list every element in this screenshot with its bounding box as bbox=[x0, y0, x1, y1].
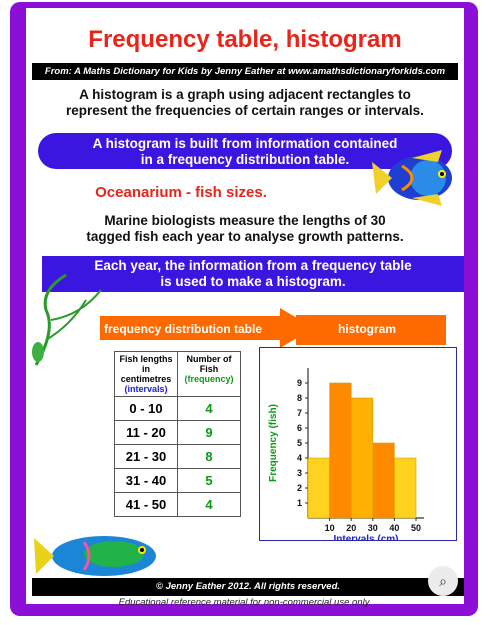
y-axis-label: Frequency (fish) bbox=[268, 404, 279, 482]
interval-cell: 41 - 50 bbox=[114, 492, 178, 517]
y-tick-label: 9 bbox=[297, 378, 302, 388]
angelfish-illustration bbox=[372, 150, 452, 206]
pill-line-2: in a frequency distribution table. bbox=[140, 152, 350, 167]
table-row: 31 - 40 5 bbox=[114, 468, 241, 493]
y-tick-label: 5 bbox=[297, 438, 302, 448]
frequency-cell: 9 bbox=[177, 420, 241, 445]
x-tick-label: 50 bbox=[411, 523, 421, 533]
intro-text: A histogram is a graph using adjacent re… bbox=[26, 87, 464, 119]
scenario-line-1: Marine biologists measure the lengths of… bbox=[104, 213, 386, 228]
arrow-table-label: frequency distribution table bbox=[104, 322, 263, 336]
parrotfish-illustration bbox=[34, 536, 156, 576]
arrow-histogram-label: histogram bbox=[338, 322, 397, 336]
frequency-cell: 8 bbox=[177, 444, 241, 469]
histogram-bar bbox=[329, 382, 352, 519]
histogram-arrow bbox=[296, 315, 446, 345]
info-band: Each year, the information from a freque… bbox=[42, 256, 464, 292]
footnote: Educational reference material for non-c… bbox=[118, 597, 372, 608]
header-frequency-line-3: (frequency) bbox=[184, 374, 234, 384]
histogram-bar bbox=[372, 442, 395, 519]
interval-cell: 21 - 30 bbox=[114, 444, 178, 469]
table-row: 0 - 10 4 bbox=[114, 396, 241, 421]
header-intervals-line-4: (intervals) bbox=[124, 384, 168, 394]
frequency-cell: 5 bbox=[177, 468, 241, 493]
y-tick-label: 1 bbox=[297, 498, 302, 508]
interval-cell: 0 - 10 bbox=[114, 396, 178, 421]
histogram-bar bbox=[307, 457, 330, 519]
frequency-cell: 4 bbox=[177, 396, 241, 421]
intro-line-1: A histogram is a graph using adjacent re… bbox=[79, 87, 411, 102]
page-title: Frequency table, histogram bbox=[88, 26, 402, 53]
band-line-1: Each year, the information from a freque… bbox=[94, 258, 412, 273]
header-frequency-line-1: Number of bbox=[186, 354, 232, 364]
y-tick-label: 8 bbox=[297, 393, 302, 403]
y-tick-label: 6 bbox=[297, 423, 302, 433]
x-tick-label: 20 bbox=[346, 523, 356, 533]
source-bar: From: A Maths Dictionary for Kids by Jen… bbox=[32, 63, 458, 80]
lens-search-icon[interactable]: ⌕ bbox=[428, 566, 458, 596]
intro-line-2: represent the frequencies of certain ran… bbox=[66, 103, 424, 118]
section-subtitle: Oceanarium - fish sizes. bbox=[95, 184, 267, 201]
header-intervals-line-3: centimetres bbox=[120, 374, 172, 384]
header-intervals: Fish lengths in centimetres (intervals) bbox=[114, 351, 178, 397]
frequency-table: Fish lengths in centimetres (intervals) … bbox=[114, 351, 241, 517]
x-tick-label: 30 bbox=[368, 523, 378, 533]
pill-line-1: A histogram is built from information co… bbox=[92, 136, 398, 151]
y-tick-label: 3 bbox=[297, 468, 302, 478]
interval-cell: 11 - 20 bbox=[114, 420, 178, 445]
frequency-cell: 4 bbox=[177, 492, 241, 517]
table-header-row: Fish lengths in centimetres (intervals) … bbox=[114, 351, 241, 397]
histogram-panel: 1 2 3 4 5 6 7 8 9 10 20 30 40 50 Intervals (cm) Frequen… bbox=[259, 347, 457, 545]
x-axis-label: Intervals (cm) bbox=[333, 534, 398, 540]
copyright-bar: © Jenny Eather 2012. All rights reserved… bbox=[32, 578, 464, 596]
y-tick-label: 2 bbox=[297, 483, 302, 493]
x-tick-label: 40 bbox=[389, 523, 399, 533]
definition-pill: A histogram is built from information co… bbox=[38, 133, 452, 169]
scenario-line-2: tagged fish each year to analyse growth … bbox=[86, 229, 404, 244]
table-arrow bbox=[100, 308, 314, 348]
table-row: 41 - 50 4 bbox=[114, 492, 241, 517]
histogram-bar bbox=[394, 457, 417, 519]
y-tick-label: 7 bbox=[297, 408, 302, 418]
table-row: 11 - 20 9 bbox=[114, 420, 241, 445]
x-tick-label: 10 bbox=[325, 523, 335, 533]
scenario-text: Marine biologists measure the lengths of… bbox=[26, 213, 464, 245]
header-intervals-line-2: in bbox=[142, 364, 150, 374]
header-frequency: Number of Fish (frequency) bbox=[177, 351, 241, 397]
header-frequency-line-2: Fish bbox=[199, 364, 219, 374]
table-row: 21 - 30 8 bbox=[114, 444, 241, 469]
poster-sheet: Frequency table, histogram From: A Maths… bbox=[26, 8, 464, 608]
histogram-bar bbox=[350, 397, 374, 519]
seaweed-illustration bbox=[32, 273, 102, 366]
y-tick-label: 4 bbox=[297, 453, 302, 463]
band-line-2: is used to make a histogram. bbox=[160, 274, 346, 289]
interval-cell: 31 - 40 bbox=[114, 468, 178, 493]
header-intervals-line-1: Fish lengths bbox=[119, 354, 173, 364]
histogram-chart: 1 2 3 4 5 6 7 8 9 10 20 30 40 50 Intervals (cm) Frequen… bbox=[268, 368, 424, 545]
